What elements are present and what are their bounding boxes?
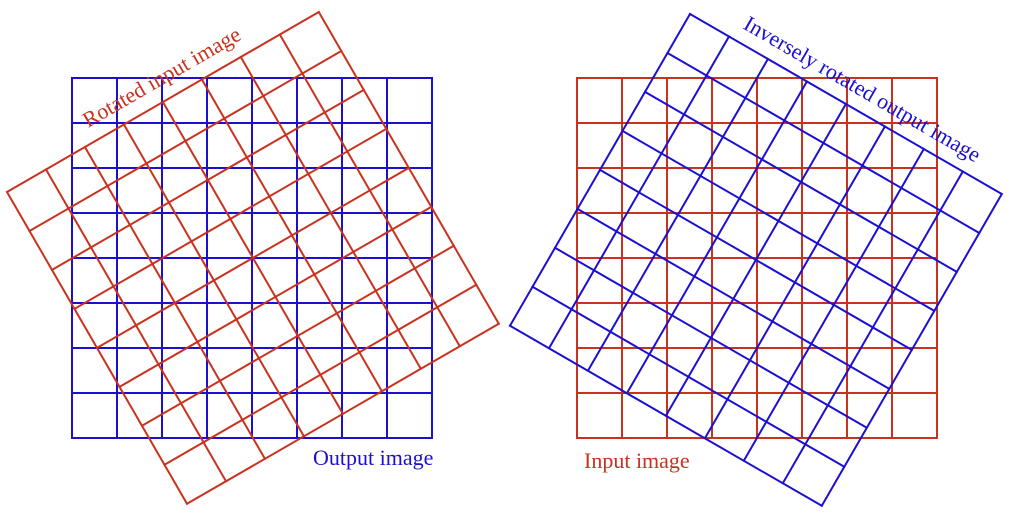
rotated-grid-line bbox=[781, 170, 965, 485]
rotated-grid-line bbox=[140, 244, 456, 428]
rotated-grid-line bbox=[118, 205, 433, 389]
rotated-input-image-grid bbox=[5, 10, 501, 506]
right-panel: Inversely rotated output image Input ima… bbox=[508, 11, 1004, 508]
rotated-grid-line bbox=[239, 55, 423, 371]
rotated-grid-line bbox=[163, 283, 478, 467]
inversely-rotated-output-image-grid bbox=[508, 12, 1004, 508]
rotated-grid-line bbox=[553, 246, 869, 430]
output-image-label: Output image bbox=[313, 445, 433, 470]
input-image-label: Input image bbox=[584, 448, 690, 473]
rotated-grid-line bbox=[200, 78, 384, 393]
rotated-grid-line bbox=[598, 168, 914, 352]
left-panel: Rotated input image Output image bbox=[5, 10, 501, 506]
rotated-grid-line bbox=[278, 33, 462, 348]
rotated-grid-line bbox=[820, 192, 1004, 508]
rotated-grid-line bbox=[508, 324, 824, 508]
rotated-grid-line bbox=[317, 10, 501, 326]
rotated-grid-line bbox=[531, 285, 846, 469]
inversely-rotated-output-image-label: Inversely rotated output image bbox=[740, 11, 986, 167]
rotated-grid-line bbox=[703, 125, 887, 440]
rotated-grid-line bbox=[185, 322, 501, 506]
rotated-grid-line bbox=[576, 207, 891, 391]
rotated-grid-line bbox=[742, 147, 926, 463]
rotated-grid-line bbox=[95, 166, 411, 350]
